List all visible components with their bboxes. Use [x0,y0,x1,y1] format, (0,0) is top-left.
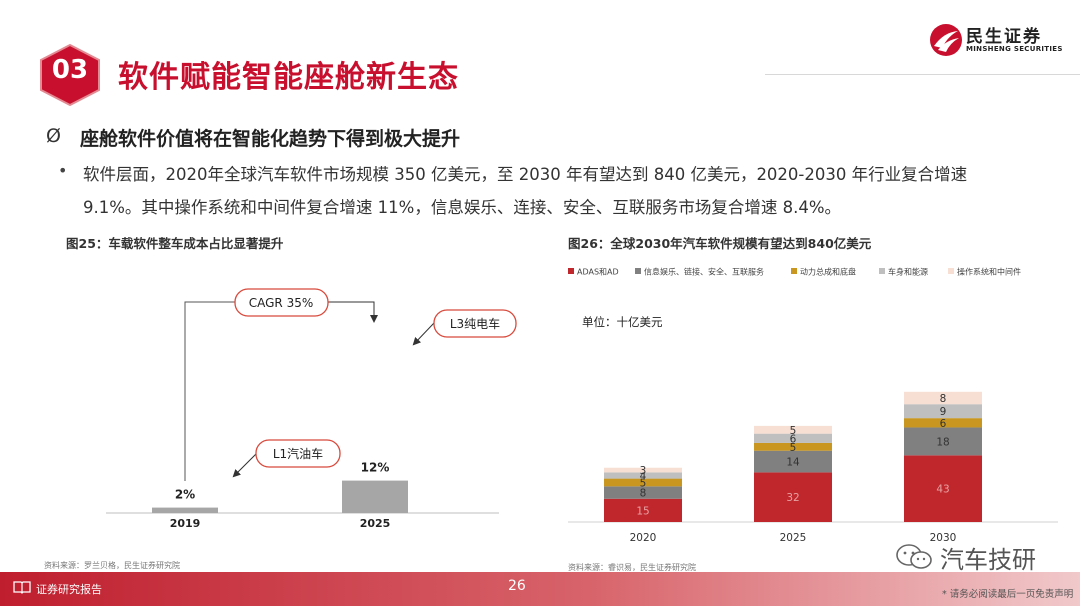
section-badge [40,43,100,107]
fig26-legend-label-2: 信息娱乐、链接、安全、互联服务 [644,267,764,277]
fig26-data-label-2030-3: 6 [940,418,947,430]
header-divider [765,74,1080,75]
fig26-segment-2030-3 [904,418,982,428]
fig26-data-label-2025-4: 6 [790,433,797,445]
footer-bar [0,572,1080,606]
fig25-cagr-text: CAGR 35% [249,296,314,310]
fig26-data-label-2025-1: 32 [786,492,799,504]
fig26-data-label-2030-4: 9 [940,406,947,418]
fig26-segment-2025-5 [754,425,832,434]
page-number: 26 [508,578,526,594]
fig26-segment-2020-2 [604,486,682,499]
fig26-data-label-2030-5: 8 [940,393,947,405]
fig26-data-label-2025-2: 14 [786,457,800,469]
fig25-x-tick-2025: 2025 [360,517,391,530]
fig26-legend-swatch-1 [568,268,574,274]
fig25-l3-callout [433,309,517,338]
fig26-segment-2025-3 [754,442,832,451]
fig26-legend-label-1: ADAS和AD [577,268,619,277]
figure25-source: 资料来源：罗兰贝格，民生证券研究院 [44,561,180,570]
section-title: 软件赋能智能座舱新生态 [118,60,459,95]
wechat-icon [896,544,932,569]
fig26-segment-2020-4 [604,472,682,479]
fig26-legend-swatch-5 [948,268,954,274]
fig26-data-label-2030-2: 18 [936,436,949,448]
fig25-bar-2019 [152,507,218,513]
fig26-segment-2020-5 [604,467,682,473]
figure26-legend: ADAS和AD 信息娱乐、链接、安全、互联服务 动力总成和底盘 车身和能源 操作系统和中… [568,267,1021,277]
fig25-data-label-2025: 12% [361,461,390,475]
fig25-l3-arrow [412,322,435,346]
fig26-segment-2030-5 [904,391,982,405]
fig26-data-label-2020-2: 8 [640,488,647,500]
fig26-x-tick-2025: 2025 [780,532,807,544]
fig25-cagr-arrow [326,301,378,323]
fig26-segment-2030-1 [904,455,982,522]
main-bullet-mark: Ø [46,125,61,147]
fig26-legend-label-4: 车身和能源 [888,267,928,277]
figure25-title: 图25：车载软件整车成本占比显著提升 [66,236,284,251]
fig25-bar-2025 [342,480,408,513]
figure26-source: 资料来源：睿识易，民生证券研究院 [568,563,696,572]
fig26-legend-swatch-2 [635,268,641,274]
fig26-data-label-2020-1: 15 [636,505,649,517]
figure26-title: 图26：全球2030年汽车软件规模有望达到840亿美元 [568,236,872,251]
fig26-data-label-2020-5: 3 [640,465,647,477]
logo-text-en: MINSHENG SECURITIES [966,45,1063,53]
fig26-segment-2025-2 [754,450,832,473]
main-bullet-heading: 座舱软件价值将在智能化趋势下得到极大提升 [80,128,461,150]
fig25-data-label-2019: 2% [175,488,195,502]
figure26-unit-label: 单位：十亿美元 [582,315,663,329]
fig26-segment-2025-1 [754,472,832,522]
summary-paragraph: 软件层面，2020年全球汽车软件市场规模 350 亿美元，至 2030 年有望达… [83,165,968,217]
book-icon [13,581,31,594]
fig26-x-tick-2030: 2030 [930,532,957,544]
fig26-segment-2025-4 [754,433,832,443]
logo-text-cn: 民生证券 [966,27,1042,47]
fig25-cagr-callout [234,288,329,317]
fig26-segment-2030-4 [904,404,982,419]
fig26-legend-swatch-4 [879,268,885,274]
watermark-text: 汽车技研 [940,546,1036,574]
fig25-cagr-connector [184,301,244,481]
fig25-l1-callout [255,439,341,468]
fig26-data-label-2020-3: 5 [640,477,647,489]
minsheng-logo-icon [930,24,962,56]
fig26-legend-label-5: 操作系统和中间件 [957,267,1021,277]
fig26-segment-2020-1 [604,498,682,522]
section-number: 03 [51,55,89,85]
fig25-x-tick-2019: 2019 [170,517,201,530]
fig26-x-tick-2020: 2020 [630,532,657,544]
fig26-segment-2030-2 [904,427,982,456]
footer-report-label: 证券研究报告 [36,583,102,596]
fig26-data-label-2030-1: 43 [936,484,949,496]
fig26-legend-swatch-3 [791,268,797,274]
fig25-l1-text: L1汽油车 [273,446,323,461]
fig25-l3-text: L3纯电车 [450,316,500,331]
fig26-data-label-2025-5: 5 [790,425,797,437]
figure25-chart: 2% 12% 2019 2025 CAGR 35% L3纯电车 L1汽油车 [106,288,517,530]
disclaimer-text: * 请务必阅读最后一页免责声明 [942,589,1074,600]
fig26-data-label-2025-3: 5 [790,442,797,454]
fig26-segment-2020-3 [604,478,682,487]
fig26-legend-label-3: 动力总成和底盘 [800,267,856,277]
fig26-data-label-2020-4: 4 [640,471,647,483]
sub-bullet-mark: • [58,161,68,180]
fig25-l1-arrow [232,453,257,478]
